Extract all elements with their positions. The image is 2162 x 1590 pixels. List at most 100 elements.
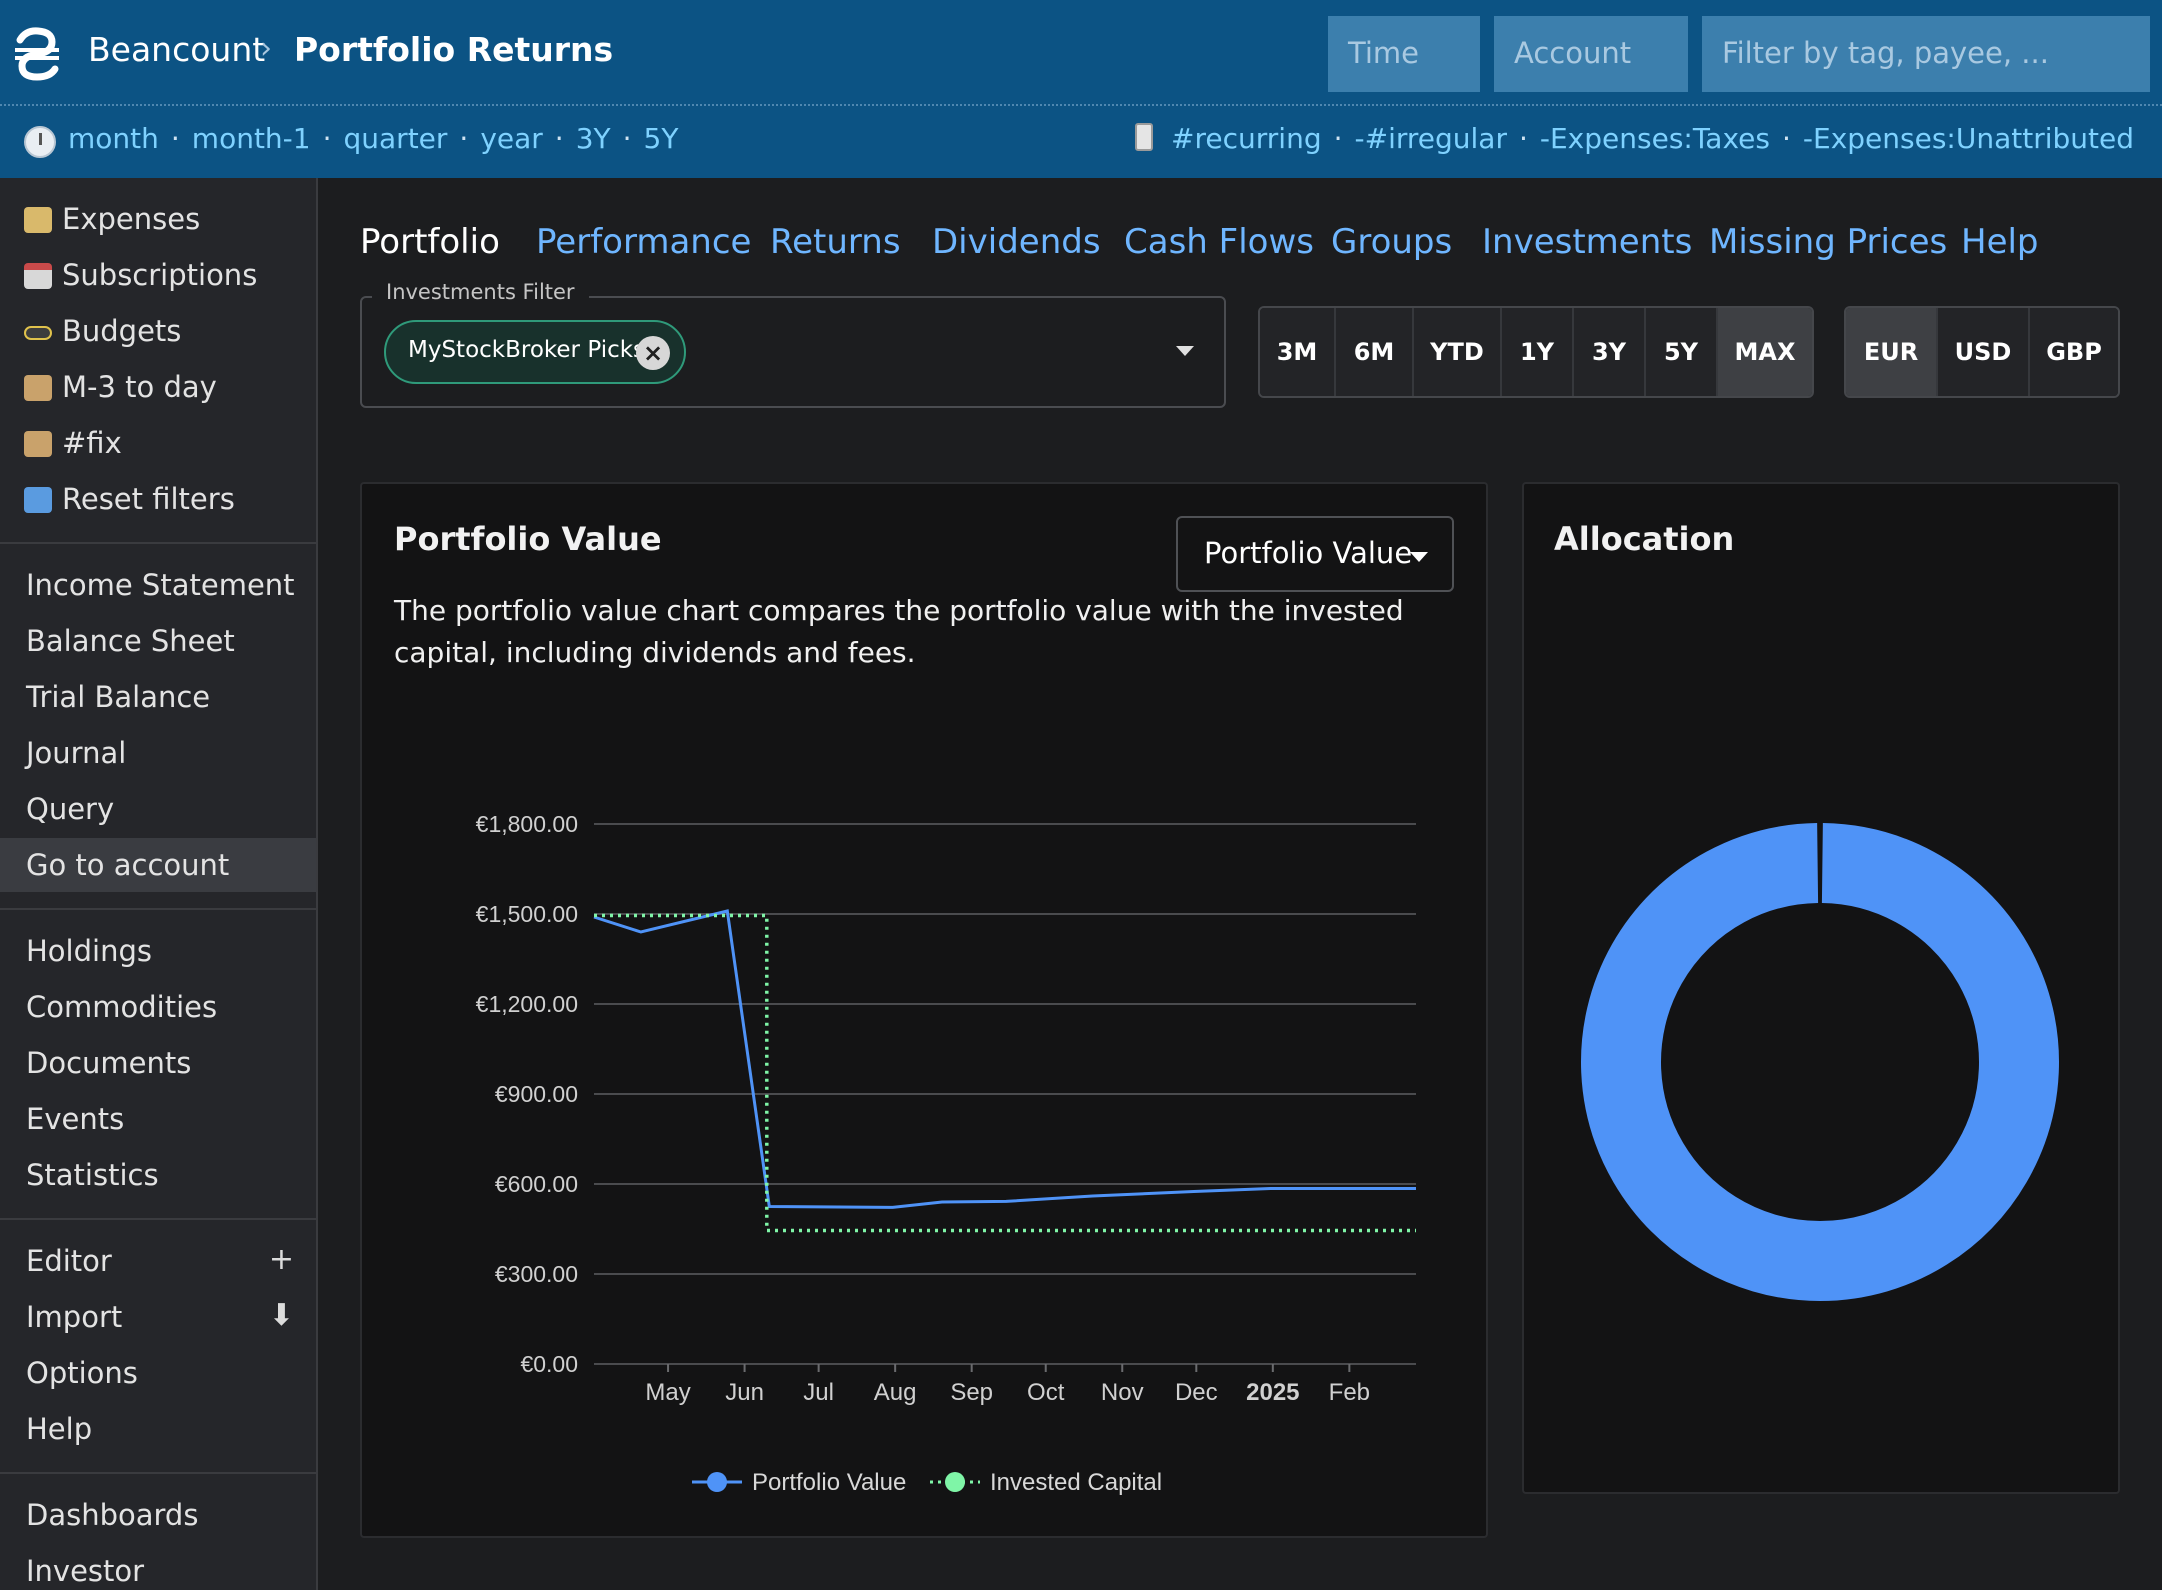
range-button-5y[interactable]: 5Y (1646, 308, 1718, 396)
portfolio-card-title: Portfolio Value (394, 520, 662, 558)
x-tick-label: Jul (803, 1379, 834, 1406)
y-tick-label: €0.00 (520, 1351, 578, 1377)
account-filter-input[interactable]: Account (1494, 16, 1688, 92)
chart-type-select[interactable]: Portfolio Value (1176, 516, 1454, 592)
tab-help[interactable]: Help (1961, 222, 2039, 262)
sidebar-item-dashboards[interactable]: Dashboards (26, 1498, 199, 1532)
chevron-down-icon (1410, 552, 1428, 562)
sidebar-item-documents[interactable]: Documents (26, 1046, 192, 1080)
range-button-6m[interactable]: 6M (1336, 308, 1414, 396)
sidebar-item-go-to-account[interactable]: Go to account (0, 838, 316, 892)
sidebar-item-label: Editor (26, 1244, 112, 1278)
investments-filter[interactable] (360, 296, 1226, 408)
dot-separator: · (1782, 122, 1791, 155)
x-tick-label: Oct (1027, 1379, 1065, 1406)
sidebar-divider (0, 908, 316, 910)
range-button-ytd[interactable]: YTD (1414, 308, 1502, 396)
sidebar-item-options[interactable]: Options (26, 1356, 138, 1390)
time-range-group: 3M 6M YTD 1Y 3Y 5Y MAX (1258, 306, 1814, 398)
breadcrumb-app[interactable]: Beancount (88, 30, 266, 69)
sidebar-item-import[interactable]: Import ⬇ (0, 1290, 316, 1344)
allocation-donut-chart[interactable] (1524, 760, 2118, 1360)
sidebar-item-events[interactable]: Events (26, 1102, 125, 1136)
tag-filter-link[interactable]: -Expenses:Unattributed (1802, 122, 2134, 155)
legend-label: Portfolio Value (752, 1469, 906, 1496)
period-link[interactable]: 3Y (575, 122, 611, 155)
clock-icon (24, 126, 56, 158)
tab-investments[interactable]: Investments (1482, 222, 1693, 262)
dot-separator: · (170, 122, 180, 155)
sidebar-item-expenses[interactable]: Expenses (0, 192, 316, 246)
sidebar-item-help[interactable]: Help (26, 1412, 93, 1446)
tab-returns[interactable]: Returns (770, 222, 901, 262)
portfolio-value-chart[interactable]: €0.00 €300.00 €600.00 €900.00 €1,200.00 €1,80… (362, 760, 1486, 1500)
tab-performance[interactable]: Performance (536, 222, 752, 262)
time-filter-input[interactable]: Time (1328, 16, 1480, 92)
filter-chip-label: MyStockBroker Picks (408, 337, 646, 363)
sidebar-divider (0, 1472, 316, 1474)
sidebar-item-statistics[interactable]: Statistics (26, 1158, 159, 1192)
money-wings-icon (24, 207, 52, 233)
dot-separator: · (622, 122, 632, 155)
filter-chip: MyStockBroker Picks × (384, 320, 686, 384)
tab-cash-flows[interactable]: Cash Flows (1124, 222, 1314, 262)
tab-dividends[interactable]: Dividends (932, 222, 1101, 262)
repeat-icon (24, 487, 52, 513)
period-link[interactable]: 5Y (643, 122, 679, 155)
sidebar-item-subscriptions[interactable]: Subscriptions (0, 248, 316, 302)
y-tick-label: €1,800.00 (476, 811, 578, 837)
sidebar-item-query[interactable]: Query (26, 792, 115, 826)
currency-button-usd[interactable]: USD (1938, 308, 2030, 396)
sidebar-item-balance-sheet[interactable]: Balance Sheet (26, 624, 235, 658)
portfolio-card-description: The portfolio value chart compares the p… (394, 594, 1404, 669)
traffic-light-icon (24, 326, 52, 340)
range-button-1y[interactable]: 1Y (1502, 308, 1574, 396)
period-link[interactable]: year (480, 122, 543, 155)
download-icon[interactable]: ⬇ (268, 1298, 294, 1333)
period-link[interactable]: quarter (343, 122, 448, 155)
sidebar-item-commodities[interactable]: Commodities (26, 990, 218, 1024)
tab-missing-prices[interactable]: Missing Prices (1709, 222, 1948, 262)
sidebar-divider (0, 542, 316, 544)
quick-filter-bar: month · month-1 · quarter · year · 3Y · 5Y #recurr… (0, 108, 2162, 178)
tab-portfolio[interactable]: Portfolio (360, 222, 500, 262)
tag-filter-link[interactable]: -#irregular (1354, 122, 1507, 155)
sidebar-item-holdings[interactable]: Holdings (26, 934, 152, 968)
calendar-icon (24, 263, 52, 289)
sidebar-item-label: Reset filters (62, 482, 235, 516)
add-icon[interactable]: + (268, 1242, 294, 1277)
y-tick-label: €1,200.00 (476, 991, 578, 1017)
tag-payee-filter-input[interactable]: Filter by tag, payee, ... (1702, 16, 2150, 92)
sidebar-item-investor[interactable]: Investor (26, 1554, 145, 1588)
allocation-slice[interactable] (1581, 823, 2059, 1301)
range-button-3m[interactable]: 3M (1260, 308, 1336, 396)
sidebar-item-label: M-3 to day (62, 370, 217, 404)
invested-capital-line (594, 913, 1416, 1233)
legend-label: Invested Capital (990, 1469, 1162, 1496)
range-button-3y[interactable]: 3Y (1574, 308, 1646, 396)
chevron-down-icon[interactable] (1176, 346, 1194, 356)
tag-filter-link[interactable]: #recurring (1171, 122, 1322, 155)
sidebar-item-income-statement[interactable]: Income Statement (26, 568, 295, 602)
range-button-max[interactable]: MAX (1718, 308, 1812, 396)
allocation-card-title: Allocation (1554, 520, 1735, 558)
sidebar-item-budgets[interactable]: Budgets (0, 304, 316, 358)
sidebar-item-journal[interactable]: Journal (26, 736, 127, 770)
sidebar-item-m3-to-day[interactable]: M-3 to day (0, 360, 316, 414)
sidebar-item-trial-balance[interactable]: Trial Balance (26, 680, 211, 714)
legend-marker (707, 1472, 727, 1492)
period-link[interactable]: month (68, 122, 159, 155)
currency-group: EUR USD GBP (1844, 306, 2120, 398)
beancount-logo-icon[interactable] (12, 26, 62, 82)
sidebar-item-editor[interactable]: Editor + (0, 1234, 316, 1288)
sidebar-item-reset-filters[interactable]: Reset filters (0, 472, 316, 526)
close-icon[interactable]: × (636, 336, 670, 370)
tag-filter-link[interactable]: -Expenses:Taxes (1539, 122, 1770, 155)
sidebar-item-fix[interactable]: #fix (0, 416, 316, 470)
tab-groups[interactable]: Groups (1331, 222, 1453, 262)
period-link[interactable]: month-1 (191, 122, 311, 155)
currency-button-eur[interactable]: EUR (1846, 308, 1938, 396)
currency-button-gbp[interactable]: GBP (2030, 308, 2118, 396)
x-tick-label: May (645, 1379, 690, 1406)
y-tick-label: €300.00 (495, 1261, 578, 1287)
